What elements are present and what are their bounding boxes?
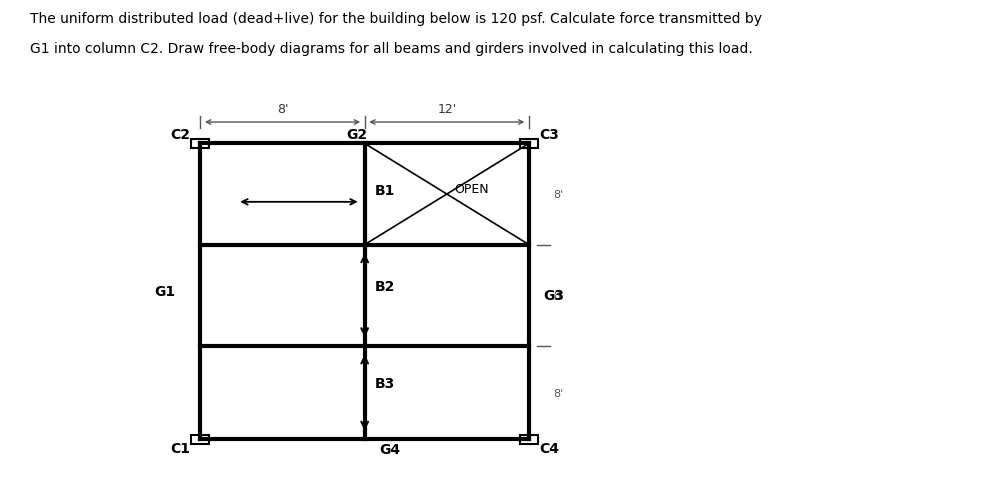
Text: G1: G1 <box>154 285 176 299</box>
Text: C1: C1 <box>170 441 191 455</box>
Text: The uniform distributed load (dead+live) for the building below is 120 psf. Calc: The uniform distributed load (dead+live)… <box>30 12 762 26</box>
Text: 8': 8' <box>554 388 564 398</box>
Text: B1: B1 <box>375 184 395 198</box>
Text: 12': 12' <box>437 103 457 116</box>
Text: G2: G2 <box>346 128 367 142</box>
Text: G1 into column C2. Draw free-body diagrams for all beams and girders involved in: G1 into column C2. Draw free-body diagra… <box>30 41 753 56</box>
Text: C2: C2 <box>170 128 191 142</box>
Text: 8': 8' <box>554 190 564 200</box>
Text: B2: B2 <box>375 279 395 293</box>
Text: C4: C4 <box>539 441 559 455</box>
Text: B3: B3 <box>375 376 395 390</box>
Text: OPEN: OPEN <box>455 183 489 195</box>
Text: G3: G3 <box>544 289 565 303</box>
Text: 8': 8' <box>554 291 564 301</box>
Text: C3: C3 <box>539 128 559 142</box>
Text: 8': 8' <box>277 103 288 116</box>
Text: G4: G4 <box>379 442 400 456</box>
